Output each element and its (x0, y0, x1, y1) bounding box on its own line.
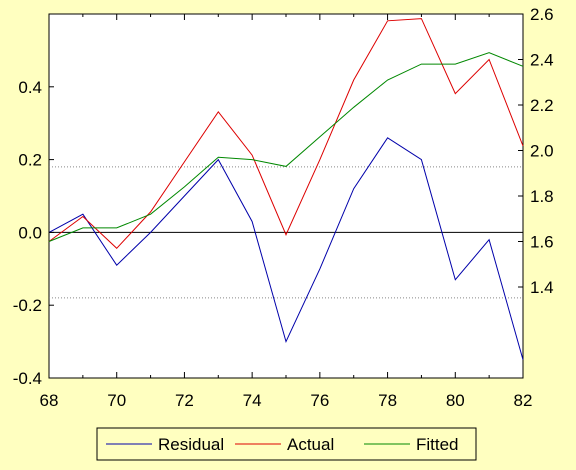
legend-label-fitted: Fitted (416, 435, 459, 454)
series-line-fitted (48, 52, 524, 242)
right-axis-tick-label: 1.4 (530, 278, 554, 297)
plot-area (48, 13, 524, 379)
series-line-residual (48, 137, 524, 360)
legend-box (96, 427, 477, 461)
series-lines (48, 18, 524, 360)
series-line-actual (48, 18, 524, 250)
x-axis: 68 70 72 74 76 78 80 82 (40, 14, 533, 410)
legend-label-residual: Residual (158, 435, 224, 454)
x-axis-tick-label: 72 (175, 391, 194, 410)
x-axis-tick-label: 70 (107, 391, 126, 410)
left-axis-tick-label: 0.4 (18, 78, 42, 97)
x-axis-tick-label: 76 (310, 391, 329, 410)
right-axis: 1.4 1.6 1.8 2.0 2.2 2.4 2.6 (518, 5, 554, 297)
x-axis-tick-label: 74 (243, 391, 262, 410)
right-axis-tick-label: 1.8 (530, 187, 554, 206)
left-axis-tick-label: 0.0 (18, 223, 42, 242)
x-axis-tick-label: 80 (446, 391, 465, 410)
right-axis-tick-label: 1.6 (530, 233, 554, 252)
right-axis-tick-label: 2.2 (530, 96, 554, 115)
left-axis-tick-label: 0.2 (18, 151, 42, 170)
right-axis-tick-label: 2.4 (530, 51, 554, 70)
left-axis: -0.4 -0.2 0.0 0.2 0.4 (13, 78, 54, 388)
right-axis-tick-label: 2.0 (530, 142, 554, 161)
legend-label-actual: Actual (287, 435, 334, 454)
x-axis-tick-label: 68 (40, 391, 59, 410)
right-axis-tick-label: 2.6 (530, 5, 554, 24)
x-axis-tick-label: 82 (514, 391, 533, 410)
left-axis-tick-label: -0.4 (13, 369, 42, 388)
legend: Residual Actual Fitted (96, 427, 477, 461)
x-axis-tick-label: 78 (378, 391, 397, 410)
left-axis-tick-label: -0.2 (13, 296, 42, 315)
